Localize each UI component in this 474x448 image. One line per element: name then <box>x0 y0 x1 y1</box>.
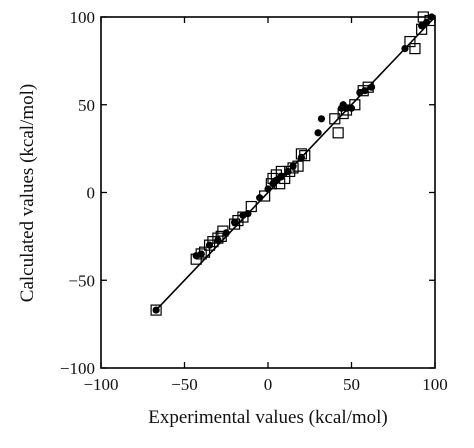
x-axis-title: Experimental values (kcal/mol) <box>148 407 388 428</box>
square-point <box>275 165 287 178</box>
square-point <box>237 211 249 223</box>
data-points <box>150 11 436 316</box>
square-point <box>292 160 304 172</box>
y-tick-label: −50 <box>68 271 95 290</box>
circle-point <box>231 218 239 226</box>
square-point <box>195 248 207 260</box>
fit-line <box>155 16 436 311</box>
circle-point <box>314 129 322 137</box>
square-point <box>150 304 162 316</box>
square-point <box>229 218 241 230</box>
square-point <box>416 23 428 35</box>
square-point <box>295 148 307 160</box>
x-tick-label: −100 <box>83 375 118 394</box>
x-tick-labels: −100 −50 0 50 100 <box>83 375 447 394</box>
x-tick-label: −50 <box>171 375 198 394</box>
circle-point <box>428 13 436 21</box>
circle-point <box>361 87 369 95</box>
y-tick-label: 0 <box>87 184 96 203</box>
y-tick-label: 100 <box>70 8 96 27</box>
circle-point <box>367 83 376 91</box>
square-point <box>245 200 257 213</box>
y-tick-label: −100 <box>60 359 95 378</box>
square-point <box>362 81 374 93</box>
square-point <box>337 107 349 120</box>
y-axis-title: Calculated values (kcal/mol) <box>17 84 38 302</box>
square-point <box>299 150 311 162</box>
circle-point <box>317 115 326 123</box>
square-point <box>203 239 216 251</box>
square-point <box>409 42 421 55</box>
x-tick-label: 100 <box>422 375 448 394</box>
circle-point <box>152 306 160 314</box>
square-point <box>417 11 429 23</box>
circle-point <box>297 153 305 161</box>
square-point <box>424 14 436 27</box>
y-tick-label: 50 <box>78 96 95 115</box>
x-tick-label: 0 <box>264 375 273 394</box>
square-point <box>349 99 361 111</box>
square-point <box>259 190 271 202</box>
x-tick-label: 50 <box>343 375 360 394</box>
square-point <box>332 127 344 139</box>
square-point <box>217 225 229 237</box>
y-tick-labels: −100 −50 0 50 100 <box>60 8 95 378</box>
